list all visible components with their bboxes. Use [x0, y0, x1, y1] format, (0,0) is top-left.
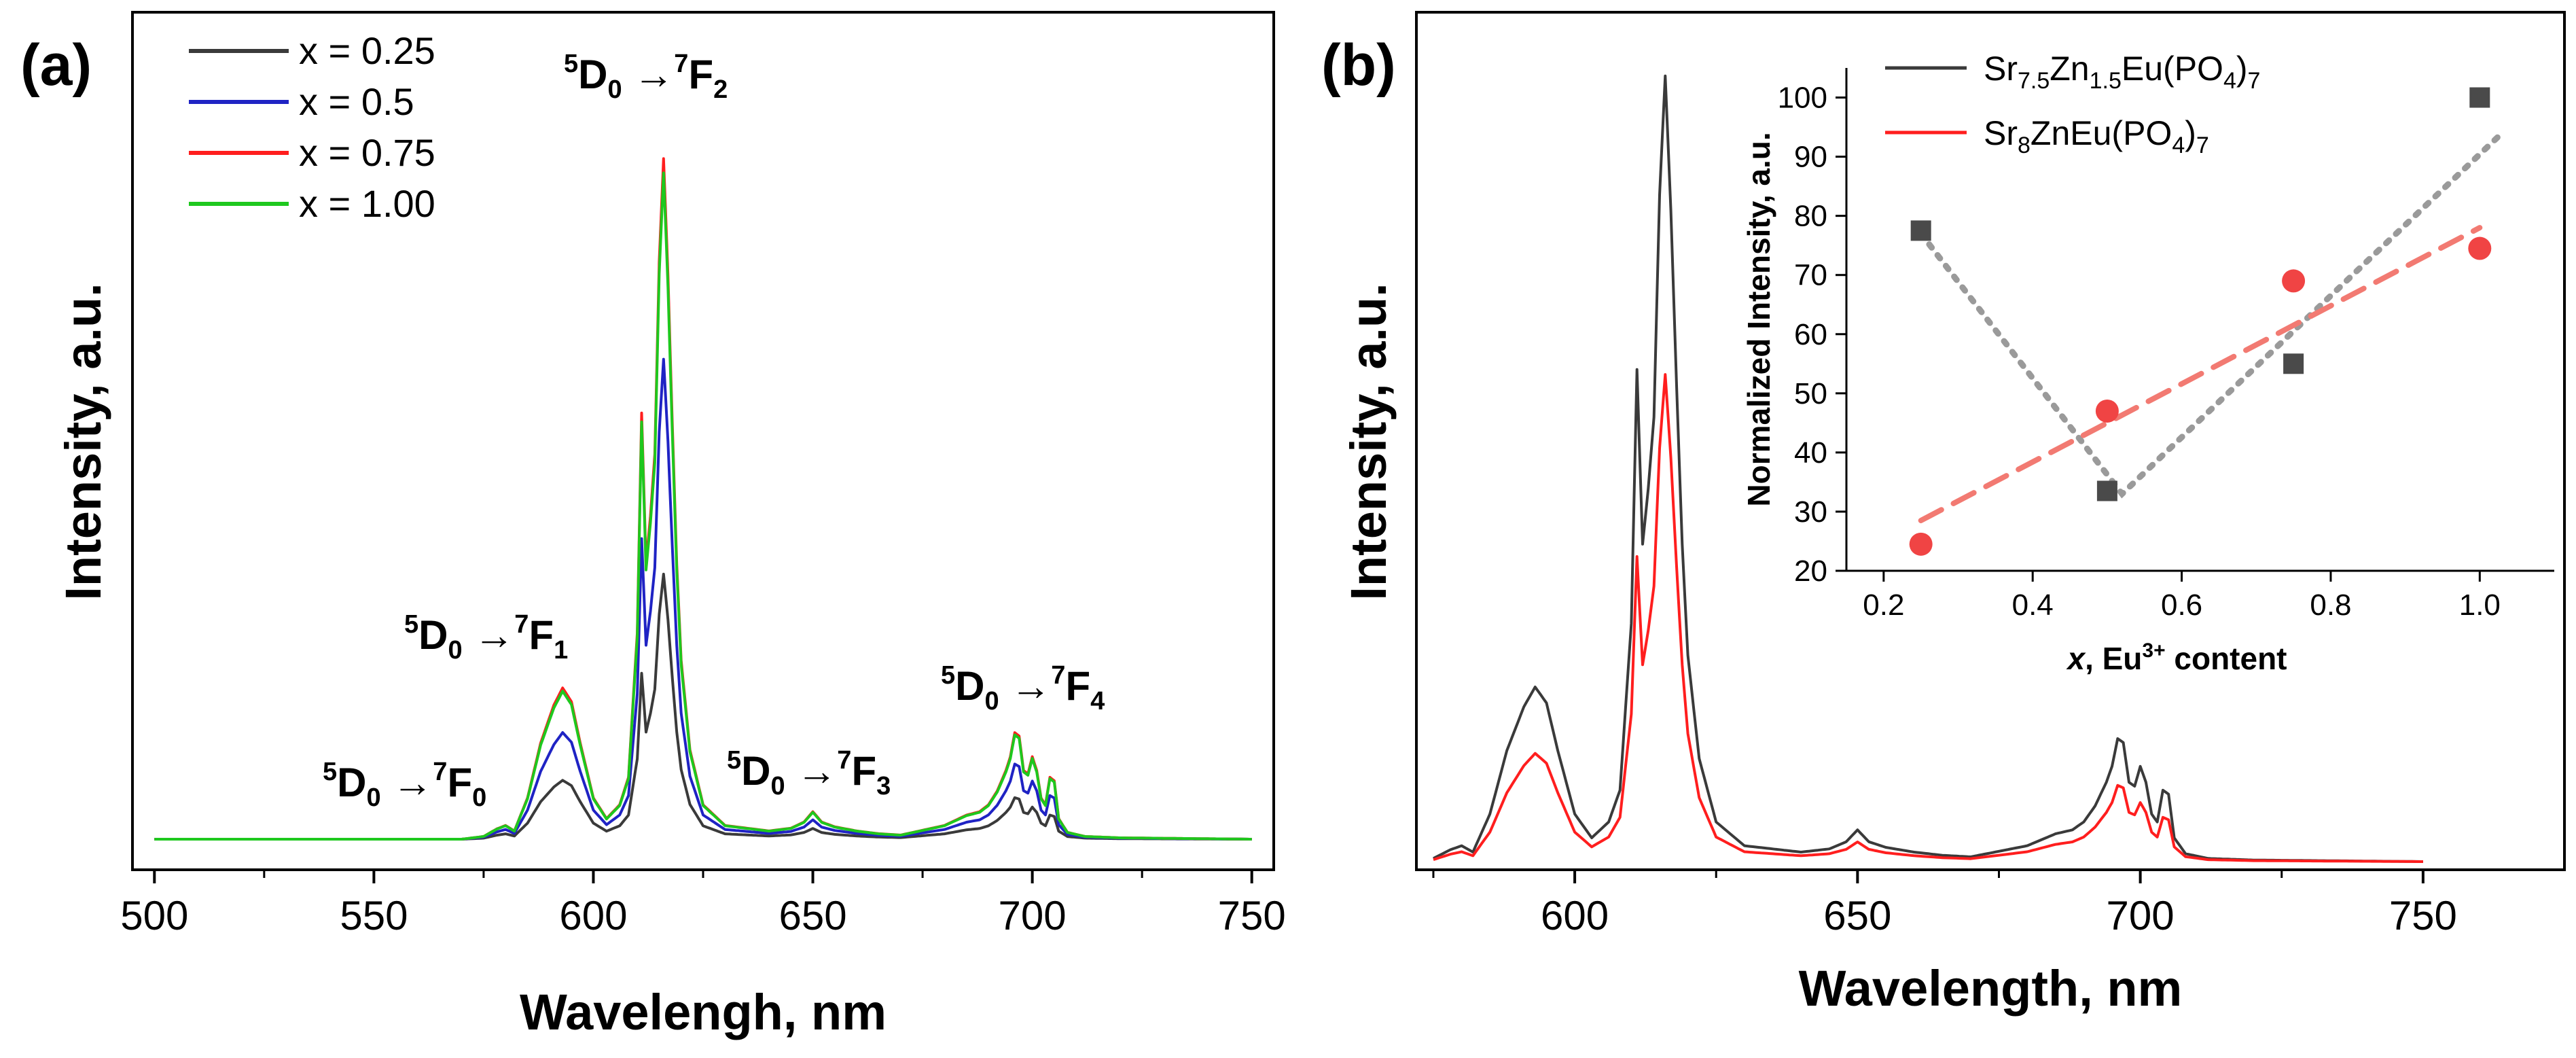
inset-x-axis-title: x, Eu3+ content [2065, 639, 2287, 676]
legend-entry: x = 1.00 [189, 182, 435, 225]
inset-y-tick-label: 20 [1794, 554, 1827, 588]
inset-fit-line-1 [1918, 130, 2505, 499]
spectrum-line-1 [1433, 74, 2423, 863]
spectrum-line-3 [154, 157, 1252, 841]
legend-label: Sr7.5Zn1.5Eu(PO4)7 [1984, 50, 2260, 94]
inset-fit-lines [1918, 130, 2505, 523]
inset-square-point [2469, 87, 2490, 108]
panel-a-x-ticks: 500 550 600 650 700 750 [120, 870, 1286, 938]
x-tick-label: 750 [1218, 893, 1286, 938]
inset-fit-line-2 [1918, 225, 2483, 523]
spectrum-line-2 [1433, 373, 2423, 863]
inset-circle-point [2282, 269, 2306, 293]
x-tick-label: 600 [559, 893, 627, 938]
inset-y-tick-label: 30 [1794, 495, 1827, 529]
inset-y-tick-label: 60 [1794, 318, 1827, 351]
inset-y-tick-label: 50 [1794, 377, 1827, 410]
annotation-5d0-7f3: 5D0 →7F3 [727, 746, 891, 800]
legend-label: x = 1.00 [299, 182, 435, 225]
x-tick-label: 700 [2107, 893, 2175, 938]
annotation-5d0-7f1: 5D0 →7F1 [404, 610, 568, 665]
inset-circle-point [1909, 532, 1933, 556]
inset-square-point [2283, 353, 2304, 374]
inset-x-tick-label: 0.4 [2012, 588, 2054, 622]
panel-a-x-axis-title: Wavelengh, nm [520, 984, 887, 1040]
inset-x-tick-label: 0.2 [1863, 588, 1904, 622]
inset-y-axis-title: Normalized Intensity, a.u. [1741, 132, 1776, 506]
inset-circle-point [2468, 236, 2492, 260]
inset-y-tick-label: 80 [1794, 200, 1827, 233]
panel-b-frame [1415, 11, 2566, 871]
panel-b-x-ticks: 600 650 700 750 [1432, 870, 2457, 938]
legend-entry: x = 0.25 [189, 29, 435, 72]
inset-square-point [2096, 480, 2117, 501]
legend-entry: x = 0.5 [189, 80, 414, 123]
panel-a-label: (a) [20, 33, 92, 98]
annotation-5d0-7f0: 5D0 →7F0 [323, 758, 486, 812]
panel-b-y-axis-title: Intensity, a.u. [1340, 283, 1397, 600]
panel-a-curves [154, 157, 1252, 841]
inset-x-tick-label: 1.0 [2459, 588, 2501, 622]
panel-a-legend: x = 0.25 x = 0.5 x = 0.75 x = 1.00 [189, 29, 435, 225]
panel-b-label: (b) [1321, 33, 1396, 98]
inset-y-tick-label: 70 [1794, 259, 1827, 292]
annotation-5d0-7f2: 5D0 →7F2 [564, 50, 728, 104]
x-tick-label: 650 [1823, 893, 1891, 938]
x-tick-label: 700 [999, 893, 1067, 938]
legend-label: x = 0.5 [299, 80, 414, 123]
legend-entry: Sr8ZnEu(PO4)7 [1885, 114, 2209, 158]
spectrum-line-4 [154, 171, 1252, 841]
x-tick-label: 550 [340, 893, 408, 938]
legend-label: x = 0.75 [299, 131, 435, 174]
spectrum-line-2 [154, 357, 1252, 841]
inset-points [1909, 87, 2492, 556]
legend-entry: Sr7.5Zn1.5Eu(PO4)7 [1885, 50, 2260, 94]
inset-y-tick-label: 100 [1778, 82, 1827, 115]
legend-label: Sr8ZnEu(PO4)7 [1984, 114, 2209, 158]
inset-square-point [1910, 220, 1931, 241]
legend-entry: x = 0.75 [189, 131, 435, 174]
panel-b-x-axis-title: Wavelength, nm [1799, 960, 2183, 1017]
inset-ticks: 0.2 0.4 0.6 0.8 1.0 20 30 40 50 60 70 80 90 100 [1778, 82, 2501, 622]
x-tick-label: 500 [120, 893, 188, 938]
inset-y-tick-label: 90 [1794, 141, 1827, 174]
annotation-5d0-7f4: 5D0 →7F4 [941, 661, 1105, 716]
legend-label: x = 0.25 [299, 29, 435, 72]
panel-b-curves [1433, 74, 2423, 863]
inset-circle-point [2095, 399, 2119, 423]
panel-b: (b) 600 650 700 750 Wavelength, nm Intensit… [1321, 11, 2566, 1017]
x-tick-label: 600 [1541, 893, 1609, 938]
x-tick-label: 650 [779, 893, 846, 938]
inset-chart: 0.2 0.4 0.6 0.8 1.0 20 30 40 50 60 70 80 90 100 x, Eu… [1741, 68, 2554, 676]
inset-x-tick-label: 0.6 [2161, 588, 2202, 622]
inset-x-tick-label: 0.8 [2310, 588, 2351, 622]
inset-y-tick-label: 40 [1794, 436, 1827, 470]
panel-a: (a) 500 550 600 650 700 750 Wavelengh, nm Int… [20, 11, 1286, 1040]
panel-a-y-axis-title: Intensity, a.u. [55, 283, 111, 600]
x-tick-label: 750 [2389, 893, 2457, 938]
panel-b-legend: Sr7.5Zn1.5Eu(PO4)7 Sr8ZnEu(PO4)7 [1885, 50, 2260, 158]
